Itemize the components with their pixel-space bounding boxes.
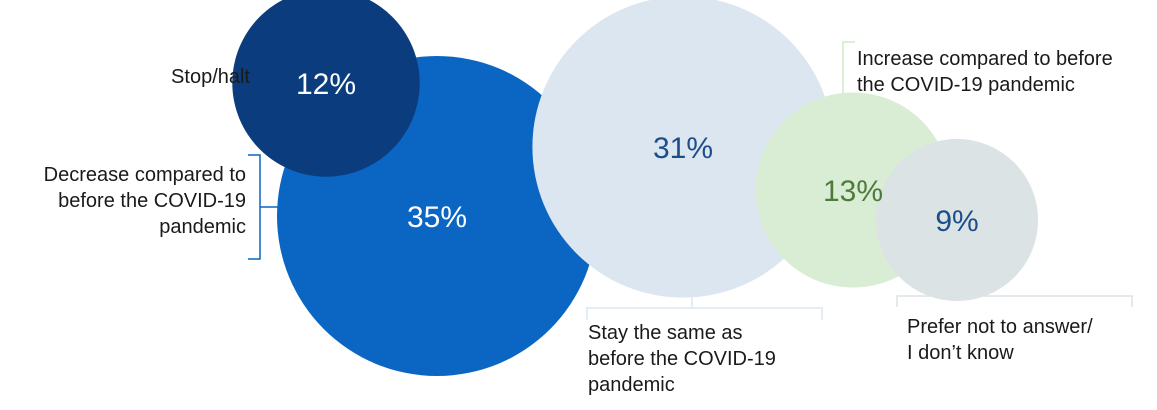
value-label-increase: 13% (823, 175, 883, 208)
label-decrease-line-1: Decrease compared to (43, 164, 246, 186)
label-same-line-2: before the COVID-19 (588, 348, 776, 370)
label-decrease: Decrease compared to before the COVID-19… (0, 162, 246, 240)
label-stay-same: Stay the same as before the COVID-19 pan… (588, 320, 828, 398)
label-stop-halt: Stop/halt (140, 64, 250, 90)
value-label-stop: 12% (296, 68, 356, 101)
label-same-line-3: pandemic (588, 374, 675, 396)
label-prefer-not: Prefer not to answer/ I don’t know (907, 314, 1147, 366)
label-stop-line-1: Stop/halt (171, 66, 250, 88)
bubble-stop (232, 0, 420, 177)
label-decrease-line-2: before the COVID-19 (58, 190, 246, 212)
bubbles (232, 0, 1039, 376)
label-increase-line-2: the COVID-19 pandemic (857, 74, 1075, 96)
value-label-unknown: 9% (935, 205, 978, 238)
value-label-decrease: 35% (407, 201, 467, 234)
bubble-unknown (875, 138, 1039, 302)
label-same-line-1: Stay the same as (588, 322, 743, 344)
label-decrease-line-3: pandemic (159, 216, 246, 238)
label-increase-line-1: Increase compared to before (857, 48, 1113, 70)
label-unknown-line-1: Prefer not to answer/ (907, 316, 1093, 338)
bubble-value-labels: 35% 31% 12% 13% 9% (296, 68, 979, 238)
bubble-same (532, 0, 834, 298)
bracket-decrease (248, 154, 282, 260)
value-label-same: 31% (653, 132, 713, 165)
label-increase: Increase compared to before the COVID-19… (857, 46, 1157, 98)
label-unknown-line-2: I don’t know (907, 342, 1014, 364)
